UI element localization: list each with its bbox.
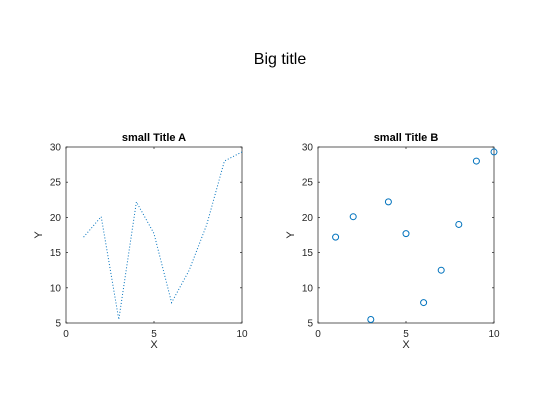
- x-tick-label-a: 0: [63, 329, 69, 340]
- y-tick-label-b: 15: [302, 248, 314, 259]
- x-tick-label-b: 0: [315, 329, 321, 340]
- figure-title: Big title: [253, 51, 307, 68]
- data-point-b-4: [384, 198, 392, 206]
- data-point-b-1: [332, 233, 340, 241]
- y-tick-label-b: 20: [302, 213, 314, 224]
- y-tick-label-b: 30: [302, 143, 314, 154]
- x-axis-label-b: X: [402, 339, 410, 351]
- y-axis-label-a: Y: [33, 231, 45, 239]
- x-tick-label-a: 5: [151, 329, 157, 340]
- data-point-b-5: [402, 230, 410, 238]
- y-tick-label-b: 5: [307, 319, 313, 330]
- data-point-b-9: [472, 157, 480, 165]
- y-tick-label-a: 20: [50, 213, 62, 224]
- x-tick-label-a: 10: [236, 329, 248, 340]
- y-axis-label-b: Y: [285, 231, 297, 239]
- plot-area-b: [317, 146, 495, 324]
- subplot-title-a: small Title A: [122, 132, 186, 144]
- data-point-b-10: [490, 148, 498, 156]
- y-tick-label-a: 15: [50, 248, 62, 259]
- data-point-b-2: [349, 213, 357, 221]
- y-tick-label-b: 10: [302, 283, 314, 294]
- y-tick-label-a: 30: [50, 143, 62, 154]
- data-point-b-7: [437, 266, 445, 274]
- subplot-title-b: small Title B: [374, 132, 439, 144]
- y-tick-label-a: 5: [55, 319, 61, 330]
- data-point-b-3: [367, 315, 375, 323]
- x-tick-label-b: 10: [488, 329, 500, 340]
- x-axis-label-a: X: [150, 339, 158, 351]
- x-tick-label-b: 5: [403, 329, 409, 340]
- y-tick-label-b: 25: [302, 178, 314, 189]
- plot-area-a: [65, 146, 243, 324]
- data-point-b-6: [420, 299, 428, 307]
- data-point-b-8: [455, 220, 463, 228]
- y-tick-label-a: 10: [50, 283, 62, 294]
- series-line-a: [83, 151, 243, 320]
- y-tick-label-a: 25: [50, 178, 62, 189]
